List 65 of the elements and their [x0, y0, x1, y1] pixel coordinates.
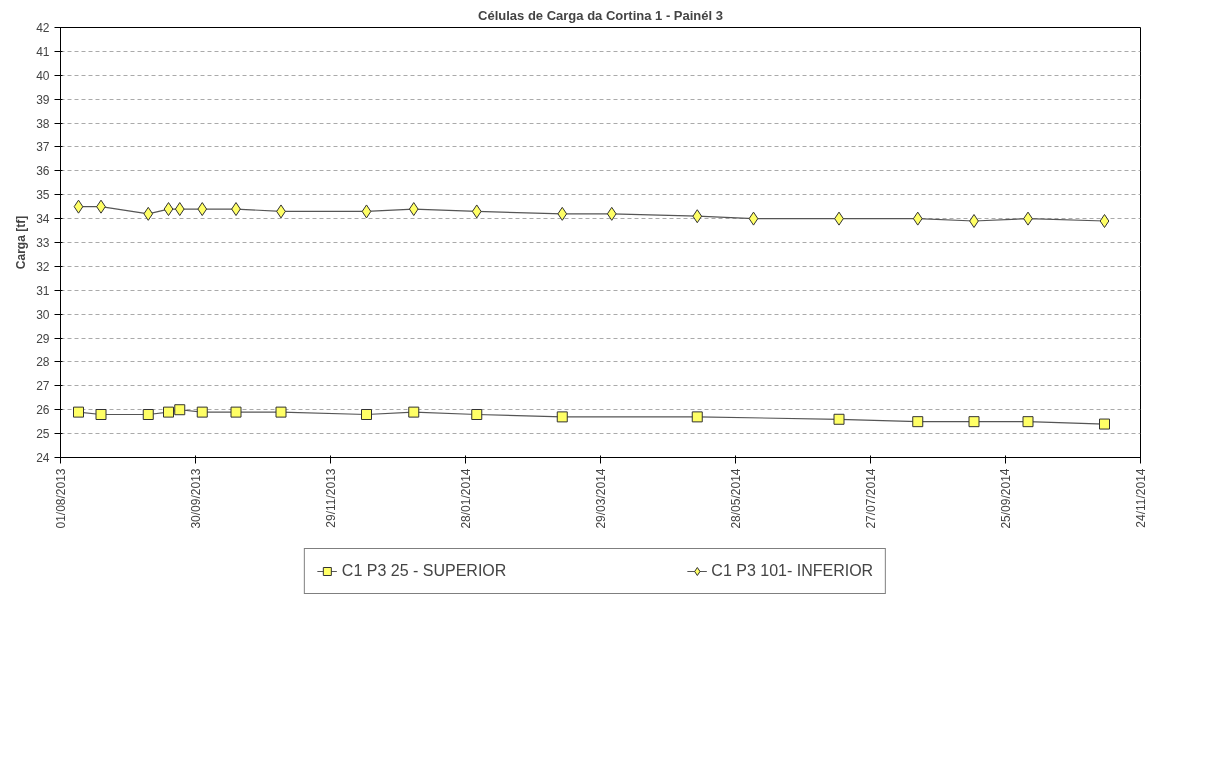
y-tick-label: 29: [36, 331, 50, 346]
point: [968, 416, 980, 428]
y-tick-label: 33: [36, 236, 50, 250]
point: [471, 409, 483, 420]
y-tick-label: 28: [36, 355, 50, 370]
x-tick-label: 24/11/2014: [1133, 468, 1148, 528]
point: [1099, 418, 1110, 430]
point: [408, 406, 420, 418]
y-tick-label: 42: [36, 21, 50, 35]
y-tick-label: 38: [36, 116, 50, 131]
point: [275, 406, 287, 418]
y-tick-label: 39: [36, 92, 50, 107]
legend-label: C1 P3 25 - SUPERIOR: [341, 562, 507, 580]
point: [471, 204, 482, 219]
y-tick-label: 40: [36, 68, 50, 83]
point: [163, 406, 174, 418]
legend-label: C1 P3 101- INFERIOR: [711, 562, 874, 580]
point: [912, 211, 923, 226]
y-tick-label: 34: [36, 212, 50, 227]
y-tick-label: 31: [36, 283, 50, 298]
y-tick-label: 37: [36, 140, 50, 155]
x-tick-label: 30/09/2013: [188, 468, 203, 529]
point: [230, 406, 242, 418]
x-tick-label: 25/09/2014: [998, 468, 1013, 529]
point: [361, 204, 372, 219]
x-tick-label: 28/05/2014: [728, 468, 743, 529]
chart-title: Células de Carga da Cortina 1 - Painél 3: [478, 7, 723, 23]
y-tick-label: 32: [36, 259, 50, 274]
point: [557, 206, 568, 221]
y-tick-label: 35: [36, 188, 50, 203]
point: [1099, 214, 1110, 228]
y-tick-label: 36: [36, 164, 50, 179]
point: [73, 406, 84, 418]
point: [197, 202, 208, 217]
point: [833, 413, 845, 425]
y-tick-label: 30: [36, 307, 50, 322]
point: [691, 411, 703, 423]
point: [143, 206, 154, 221]
point: [174, 404, 186, 416]
point: [692, 209, 703, 224]
y-tick-label: 26: [36, 403, 50, 418]
point: [606, 206, 617, 221]
y-tick-label: 25: [36, 427, 50, 442]
point: [969, 214, 979, 228]
x-tick-label: 01/08/2013: [53, 468, 68, 529]
point: [174, 202, 185, 217]
x-tick-label: 29/11/2013: [323, 468, 338, 528]
point: [408, 202, 419, 217]
point: [361, 409, 372, 420]
y-tick-label: 27: [36, 379, 50, 394]
point: [73, 199, 84, 214]
x-tick-label: 27/07/2014: [863, 468, 878, 529]
y-tick-label: 41: [36, 44, 50, 59]
point: [556, 411, 568, 423]
point: [163, 202, 174, 217]
point: [142, 409, 154, 420]
x-tick-label: 28/01/2014: [458, 468, 473, 529]
point: [748, 211, 759, 226]
y-axis-title: Carga [tf]: [14, 215, 29, 270]
point: [912, 416, 924, 428]
x-tick-label: 29/03/2014: [593, 468, 608, 529]
point: [1022, 416, 1034, 428]
y-tick-label: 24: [36, 451, 50, 465]
point: [196, 406, 208, 418]
point: [95, 409, 107, 420]
